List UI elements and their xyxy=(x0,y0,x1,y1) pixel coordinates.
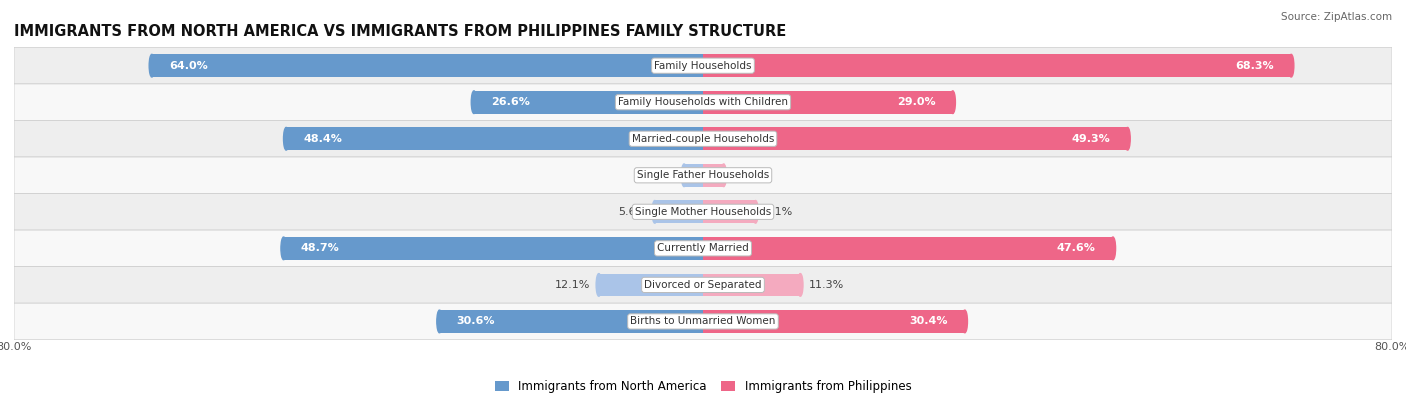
Text: 30.6%: 30.6% xyxy=(457,316,495,326)
Bar xyxy=(703,55,1291,77)
Bar xyxy=(599,274,703,296)
Text: 12.1%: 12.1% xyxy=(555,280,591,290)
Text: Births to Unmarried Women: Births to Unmarried Women xyxy=(630,316,776,326)
Text: Divorced or Separated: Divorced or Separated xyxy=(644,280,762,290)
Text: 48.7%: 48.7% xyxy=(301,243,340,253)
FancyBboxPatch shape xyxy=(14,267,1392,303)
FancyBboxPatch shape xyxy=(14,230,1392,267)
Text: 11.3%: 11.3% xyxy=(808,280,844,290)
Bar xyxy=(152,55,703,77)
Circle shape xyxy=(471,91,477,113)
Bar xyxy=(655,201,703,223)
Text: Source: ZipAtlas.com: Source: ZipAtlas.com xyxy=(1281,12,1392,22)
Circle shape xyxy=(652,201,658,223)
Text: Family Households: Family Households xyxy=(654,61,752,71)
Circle shape xyxy=(950,91,956,113)
FancyBboxPatch shape xyxy=(14,84,1392,120)
Circle shape xyxy=(596,274,602,296)
Text: 48.4%: 48.4% xyxy=(304,134,342,144)
Text: Married-couple Households: Married-couple Households xyxy=(631,134,775,144)
Text: Single Father Households: Single Father Households xyxy=(637,170,769,180)
Circle shape xyxy=(1288,55,1294,77)
Circle shape xyxy=(752,201,758,223)
FancyBboxPatch shape xyxy=(14,303,1392,340)
Text: 47.6%: 47.6% xyxy=(1057,243,1095,253)
Circle shape xyxy=(437,310,441,333)
Text: 5.6%: 5.6% xyxy=(617,207,647,217)
Text: Single Mother Households: Single Mother Households xyxy=(636,207,770,217)
Text: 2.4%: 2.4% xyxy=(733,170,761,180)
Text: Currently Married: Currently Married xyxy=(657,243,749,253)
Circle shape xyxy=(149,55,155,77)
Bar xyxy=(703,201,755,223)
Text: 2.2%: 2.2% xyxy=(647,170,675,180)
Text: 68.3%: 68.3% xyxy=(1236,61,1274,71)
Text: 6.1%: 6.1% xyxy=(763,207,793,217)
Text: 29.0%: 29.0% xyxy=(897,97,935,107)
Bar xyxy=(703,310,965,333)
Bar xyxy=(703,164,724,186)
Bar xyxy=(440,310,703,333)
Circle shape xyxy=(1111,237,1115,260)
FancyBboxPatch shape xyxy=(14,194,1392,230)
Bar xyxy=(284,237,703,260)
FancyBboxPatch shape xyxy=(14,47,1392,84)
Text: 30.4%: 30.4% xyxy=(910,316,948,326)
Text: 26.6%: 26.6% xyxy=(491,97,530,107)
Circle shape xyxy=(284,128,288,150)
Legend: Immigrants from North America, Immigrants from Philippines: Immigrants from North America, Immigrant… xyxy=(489,376,917,395)
Bar xyxy=(703,237,1114,260)
Circle shape xyxy=(962,310,967,333)
Bar xyxy=(685,164,703,186)
Text: 49.3%: 49.3% xyxy=(1071,134,1111,144)
Circle shape xyxy=(281,237,287,260)
Bar xyxy=(474,91,703,113)
Text: IMMIGRANTS FROM NORTH AMERICA VS IMMIGRANTS FROM PHILIPPINES FAMILY STRUCTURE: IMMIGRANTS FROM NORTH AMERICA VS IMMIGRA… xyxy=(14,24,786,39)
Circle shape xyxy=(1125,128,1130,150)
Bar xyxy=(287,128,703,150)
Circle shape xyxy=(721,164,727,186)
Circle shape xyxy=(682,164,686,186)
Bar xyxy=(703,91,953,113)
Circle shape xyxy=(797,274,803,296)
FancyBboxPatch shape xyxy=(14,120,1392,157)
Text: 64.0%: 64.0% xyxy=(169,61,208,71)
Bar xyxy=(703,128,1128,150)
FancyBboxPatch shape xyxy=(14,157,1392,194)
Bar xyxy=(703,274,800,296)
Text: Family Households with Children: Family Households with Children xyxy=(619,97,787,107)
